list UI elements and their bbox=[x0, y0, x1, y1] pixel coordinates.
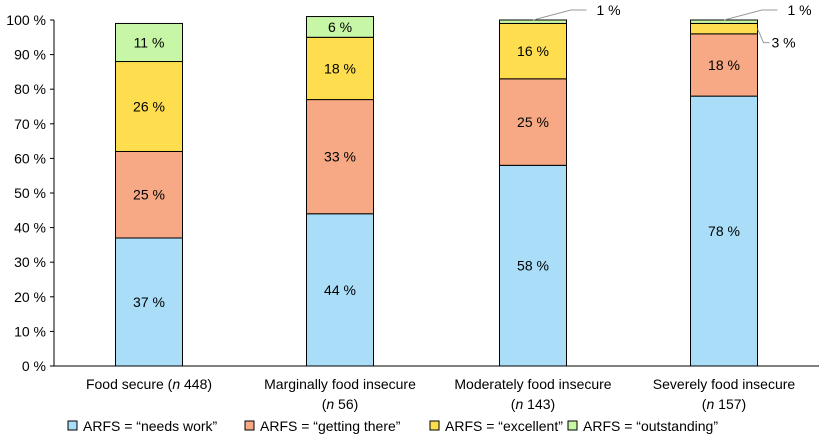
category-label: Moderately food insecure bbox=[454, 376, 611, 392]
data-label: 58 % bbox=[517, 258, 549, 274]
y-tick-label: 30 % bbox=[14, 254, 46, 270]
y-tick-label: 80 % bbox=[14, 81, 46, 97]
data-label: 25 % bbox=[133, 187, 165, 203]
y-tick-label: 100 % bbox=[6, 12, 46, 28]
bar-segment bbox=[306, 36, 374, 101]
data-label: 78 % bbox=[708, 223, 740, 239]
bar-segment bbox=[115, 22, 183, 63]
bar-segment bbox=[690, 22, 758, 35]
y-tick-label: 20 % bbox=[14, 289, 46, 305]
bar-segment bbox=[115, 61, 183, 152]
category-label: Marginally food insecure bbox=[264, 376, 416, 392]
data-label: 1 % bbox=[788, 2, 812, 18]
data-label: 6 % bbox=[328, 19, 352, 35]
bar-segment bbox=[115, 237, 183, 367]
y-tick-label: 40 % bbox=[14, 220, 46, 236]
data-label: 11 % bbox=[134, 34, 165, 50]
category-label: Severely food insecure bbox=[653, 376, 796, 392]
legend-swatch bbox=[67, 420, 78, 431]
bar-segment bbox=[306, 99, 374, 215]
data-label: 44 % bbox=[324, 282, 356, 298]
data-label: 25 % bbox=[517, 114, 549, 130]
legend-label: ARFS = “needs work” bbox=[83, 418, 218, 434]
data-label: 26 % bbox=[133, 99, 165, 115]
y-tick-label: 90 % bbox=[14, 47, 46, 63]
category-n-label: (n 157) bbox=[702, 396, 746, 412]
data-label: 18 % bbox=[708, 57, 740, 73]
bar-segment bbox=[690, 33, 758, 97]
data-label: 16 % bbox=[517, 43, 549, 59]
data-label: 33 % bbox=[324, 149, 356, 165]
data-label: 37 % bbox=[133, 294, 165, 310]
bar-segment bbox=[115, 150, 183, 239]
leader-line bbox=[757, 28, 770, 44]
y-tick-label: 60 % bbox=[14, 150, 46, 166]
bar-segment bbox=[690, 95, 758, 367]
data-label: 18 % bbox=[324, 60, 356, 76]
bar-segment bbox=[306, 213, 374, 367]
legend-label: ARFS = “outstanding” bbox=[583, 418, 718, 434]
bar-segment bbox=[499, 22, 567, 80]
legend-swatch bbox=[244, 420, 255, 431]
category-n-label: (n 56) bbox=[322, 396, 359, 412]
bar-segment bbox=[499, 78, 567, 166]
legend-swatch bbox=[567, 420, 578, 431]
leader-line bbox=[723, 9, 778, 21]
data-label: 3 % bbox=[772, 35, 796, 51]
leader-line bbox=[532, 9, 587, 21]
bar-segment bbox=[499, 19, 567, 24]
bar-segment bbox=[499, 164, 567, 367]
category-label: Food secure (n 448) bbox=[86, 376, 212, 392]
legend-swatch bbox=[429, 420, 440, 431]
legend-label: ARFS = “getting there” bbox=[260, 418, 401, 434]
data-label: 1 % bbox=[597, 2, 621, 18]
y-tick-label: 50 % bbox=[14, 185, 46, 201]
bar-segment bbox=[690, 19, 758, 24]
y-tick-label: 0 % bbox=[22, 358, 46, 374]
legend-label: ARFS = “excellent” bbox=[445, 418, 563, 434]
category-n-label: (n 143) bbox=[511, 396, 555, 412]
y-tick-label: 70 % bbox=[14, 116, 46, 132]
y-tick-label: 10 % bbox=[14, 323, 46, 339]
bar-segment bbox=[306, 16, 374, 38]
